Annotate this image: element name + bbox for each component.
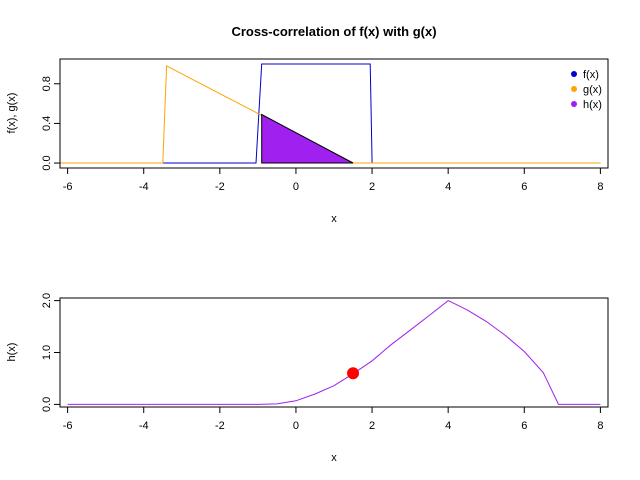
top-y-axis-label: f(x), g(x) bbox=[6, 93, 18, 134]
bottom-plot-area bbox=[67, 300, 601, 405]
legend-swatch-f-x bbox=[571, 71, 577, 77]
bottom-x-axis-label: x bbox=[331, 452, 337, 464]
top-x-axis: -6 -4 -2 0 2 4 6 8 bbox=[63, 168, 603, 193]
x-tick-label: 2 bbox=[369, 181, 375, 193]
y-tick-label: 0.0 bbox=[41, 155, 53, 170]
y-tick-label: 1.0 bbox=[41, 345, 53, 360]
top-y-axis: 0.0 0.4 0.8 bbox=[41, 76, 60, 171]
top-panel: Cross-correlation of f(x) with g(x) -6 -4… bbox=[6, 24, 609, 225]
x-tick-label: -4 bbox=[139, 420, 149, 432]
y-tick-label: 0.8 bbox=[41, 76, 53, 91]
x-tick-label: -2 bbox=[215, 181, 225, 193]
chart-title: Cross-correlation of f(x) with g(x) bbox=[231, 24, 436, 39]
x-tick-label: -4 bbox=[139, 181, 149, 193]
x-tick-label: 2 bbox=[369, 420, 375, 432]
y-tick-label: 0.4 bbox=[41, 116, 53, 131]
series-g-x-line bbox=[60, 65, 601, 164]
x-tick-label: -2 bbox=[215, 420, 225, 432]
legend-swatch-g-x bbox=[571, 86, 577, 92]
y-tick-label: 0.0 bbox=[41, 397, 53, 412]
x-tick-label: 6 bbox=[521, 181, 527, 193]
x-tick-label: 6 bbox=[521, 420, 527, 432]
legend-label-f-x: f(x) bbox=[583, 69, 599, 81]
x-tick-label: 8 bbox=[597, 420, 603, 432]
bottom-y-axis: 0.0 1.0 2.0 bbox=[41, 293, 60, 412]
x-tick-label: 0 bbox=[293, 181, 299, 193]
legend-label-g-x: g(x) bbox=[583, 84, 602, 96]
bottom-panel: -6 -4 -2 0 2 4 6 8 0.0 1.0 2.0 x h(x) bbox=[6, 293, 609, 464]
top-plot-frame bbox=[59, 58, 609, 169]
series-f-x-line bbox=[60, 63, 601, 164]
legend-swatch-h-x bbox=[571, 101, 577, 107]
x-tick-label: 0 bbox=[293, 420, 299, 432]
legend: f(x) g(x) h(x) bbox=[571, 69, 602, 111]
legend-label-h-x: h(x) bbox=[583, 99, 602, 111]
bottom-y-axis-label: h(x) bbox=[6, 343, 18, 362]
top-x-axis-label: x bbox=[331, 213, 337, 225]
x-tick-label: 8 bbox=[597, 181, 603, 193]
series-h-x-area bbox=[261, 113, 354, 164]
bottom-x-axis: -6 -4 -2 0 2 4 6 8 bbox=[63, 407, 603, 432]
highlight-point bbox=[347, 367, 360, 380]
x-tick-label: -6 bbox=[63, 181, 73, 193]
top-plot-area bbox=[60, 63, 601, 164]
x-tick-label: 4 bbox=[445, 420, 451, 432]
x-tick-label: -6 bbox=[63, 420, 73, 432]
x-tick-label: 4 bbox=[445, 181, 451, 193]
y-tick-label: 2.0 bbox=[41, 293, 53, 308]
series-h-x-line bbox=[67, 300, 601, 405]
